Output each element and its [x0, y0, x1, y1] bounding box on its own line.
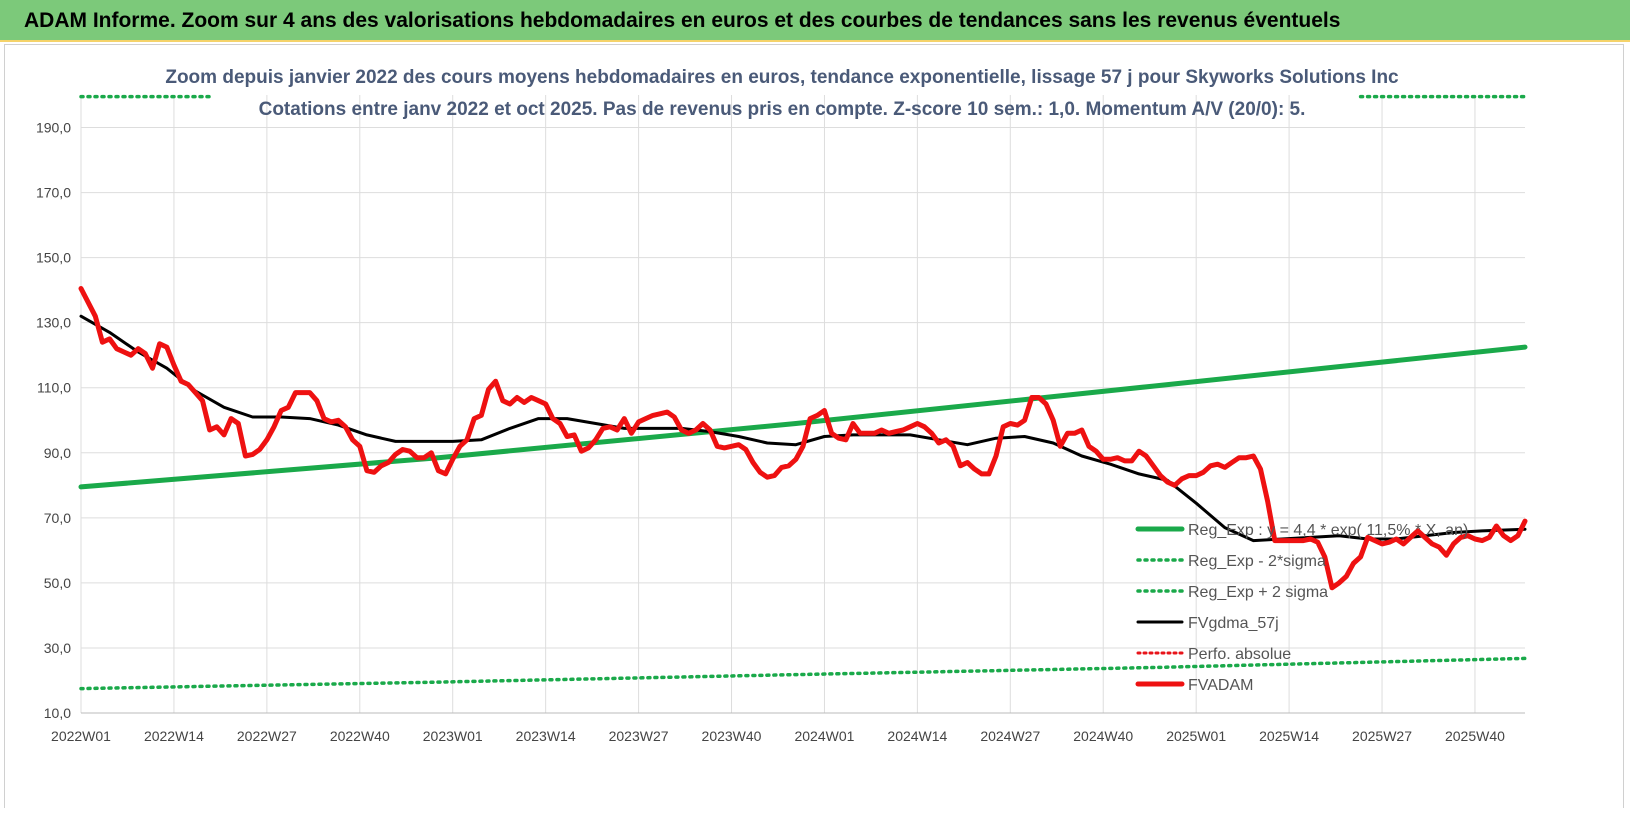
footer-strip: [0, 808, 1630, 815]
report-title: ADAM Informe. Zoom sur 4 ans des valoris…: [24, 9, 1341, 32]
x-tick-label: 2022W27: [237, 728, 297, 744]
legend-label: Perfo. absolue: [1188, 646, 1291, 663]
series-line-0: [78, 344, 1528, 490]
line-chart: Zoom depuis janvier 2022 des cours moyen…: [36, 67, 1528, 744]
x-tick-label: 2023W40: [702, 728, 762, 744]
legend-label: Reg_Exp - 2*sigma: [1188, 553, 1326, 570]
chart-title: Zoom depuis janvier 2022 des cours moyen…: [165, 67, 1399, 88]
y-tick-label: 90,0: [44, 445, 71, 461]
series-line-3: [79, 314, 1527, 543]
y-tick-label: 130,0: [36, 315, 71, 331]
x-axis: 2022W01 2022W14 2022W27 2022W40 2023W01 2023W…: [51, 712, 1525, 744]
legend-label: Reg_Exp + 2 sigma: [1188, 584, 1328, 601]
x-tick-label: 2024W40: [1073, 728, 1133, 744]
y-tick-label: 110,0: [37, 380, 71, 396]
x-tick-label: 2022W40: [330, 728, 390, 744]
x-tick-label: 2025W01: [1166, 728, 1226, 744]
chart-area: Zoom depuis janvier 2022 des cours moyen…: [4, 44, 1624, 810]
x-tick-label: 2025W40: [1445, 728, 1505, 744]
x-tick-label: 2024W01: [794, 728, 854, 744]
chart-grid: [80, 95, 1525, 714]
x-tick-label: 2023W27: [609, 728, 669, 744]
x-tick-label: 2025W27: [1352, 728, 1412, 744]
y-tick-label: 30,0: [44, 640, 71, 656]
x-tick-label: 2022W01: [51, 728, 111, 744]
legend-label: FVgdma_57j: [1188, 615, 1279, 632]
series-line-1: [79, 656, 1527, 691]
x-tick-label: 2023W01: [423, 728, 483, 744]
chart-series: [78, 94, 1528, 691]
y-tick-label: 190,0: [36, 120, 71, 136]
x-tick-label: 2022W14: [144, 728, 204, 744]
series-line-5: [78, 286, 1528, 591]
y-tick-label: 170,0: [36, 185, 71, 201]
x-tick-label: 2023W14: [516, 728, 576, 744]
x-tick-label: 2025W14: [1259, 728, 1319, 744]
y-axis: 10,0 30,0 50,0 70,0 90,0 110,0 130,0 150,0 170,0…: [36, 120, 71, 721]
report-banner: ADAM Informe. Zoom sur 4 ans des valoris…: [0, 0, 1630, 42]
y-tick-label: 10,0: [44, 705, 71, 721]
legend-label: Reg_Exp : y = 4,4 * exp( 11,5% * X, an): [1188, 522, 1468, 539]
y-tick-label: 150,0: [36, 250, 71, 266]
x-tick-label: 2024W14: [887, 728, 947, 744]
chart-legend: Reg_Exp : y = 4,4 * exp( 11,5% * X, an) R…: [1135, 522, 1468, 694]
x-tick-label: 2024W27: [980, 728, 1040, 744]
chart-subtitle: Cotations entre janv 2022 et oct 2025. P…: [259, 99, 1306, 120]
y-tick-label: 70,0: [44, 510, 71, 526]
legend-label: FVADAM: [1188, 677, 1253, 694]
y-tick-label: 50,0: [44, 575, 71, 591]
